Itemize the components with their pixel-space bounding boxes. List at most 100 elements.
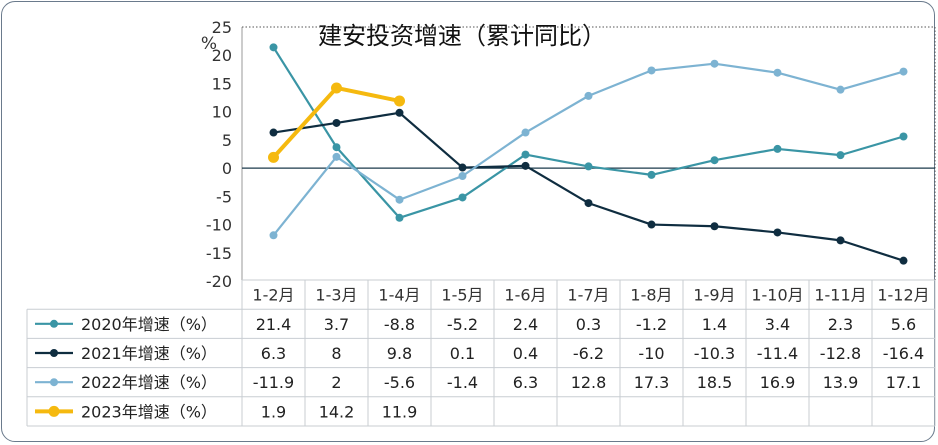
y-tick-label: -10 [206,216,232,235]
data-point [458,163,467,172]
x-tick-label: 1-6月 [504,286,546,305]
data-table: 1-2月 1-3月 1-4月 1-5月 1-6月 1-7月 1-8月 1-9月 1-10月 1-1… [26,279,936,427]
x-tick-label: 1-3月 [315,286,357,305]
y-tick-label: -15 [206,244,232,263]
table-cell-value: 1.4 [702,315,727,334]
data-point [710,59,719,68]
table-cell-value: 6.3 [513,373,538,392]
x-tick-label: 1-8月 [630,286,672,305]
data-point [332,152,341,161]
table-cell-value: 3.7 [324,315,349,334]
data-point [647,66,656,75]
table-cell-value: -10.3 [694,344,735,363]
legend-key-marker [50,378,58,387]
data-point [899,256,908,265]
table-cell-value: 9.8 [387,344,412,363]
y-tick-label: 20 [212,46,232,65]
table-cell-value: 6.3 [261,344,286,363]
table-cell-value: 2.3 [828,315,853,334]
data-point [710,222,719,231]
table-cell-value: 13.9 [823,373,859,392]
table-cell-value: 17.3 [634,373,670,392]
y-tick-label: -5 [216,187,232,206]
y-tick-label: 15 [212,74,232,93]
plot-border [242,26,936,281]
data-point [836,236,845,245]
y-tick-label: 10 [212,103,232,122]
y-tick-label: -20 [206,272,232,291]
table-cell-value: 0.3 [576,315,601,334]
table-cell-value: -8.8 [384,315,415,334]
legend-label: 2021年增速（%） [81,344,217,363]
data-point [269,43,278,52]
table-cell-value: 18.5 [697,373,733,392]
table-cell-value: -11.9 [253,373,294,392]
table-cell-value: -1.2 [636,315,667,334]
y-tick-label: 0 [222,159,232,178]
data-point [773,228,782,237]
data-point [647,220,656,229]
series-line [272,62,904,236]
data-point [269,231,278,240]
data-point [395,195,404,204]
series-line [273,111,904,262]
data-point [710,156,719,165]
x-tick-label: 1-12月 [877,286,929,305]
table-cell-value: 12.8 [571,373,607,392]
table-cell-value: 2 [331,373,341,392]
table-cell-value: -6.2 [573,344,604,363]
legend-label: 2020年增速（%） [81,315,217,334]
data-point [268,151,279,163]
data-point [899,67,908,76]
legend-key-marker [50,319,58,328]
table-cell-value: -1.4 [447,373,478,392]
table-cell-value: -12.8 [820,344,861,363]
y-tick-label: 25 [212,18,232,37]
data-point [458,193,467,202]
x-tick-label: 1-11月 [814,286,866,305]
table-cell-value: 1.9 [261,402,286,421]
data-point [899,132,908,141]
table-cell-value: 17.1 [886,373,922,392]
data-point [647,170,656,179]
table-cell-value: 5.6 [891,315,916,334]
chart-title: 建安投资增速（累计同比） [318,22,606,50]
data-point [773,144,782,153]
table-cell-value: -11.4 [757,344,798,363]
data-point [395,213,404,222]
table-cell-value: 14.2 [319,402,355,421]
data-point [521,161,530,170]
x-tick-label: 1-2月 [252,286,294,305]
legend-key-marker [50,349,58,357]
table-cell-value: -5.6 [384,373,415,392]
data-point [584,91,593,100]
table-cell-value: -10 [638,344,664,363]
y-tick-label: 5 [222,131,232,150]
y-axis: 25 20 15 10 5 0 -5 -10 -15 -20 [206,18,243,291]
table-cell-value: 11.9 [382,402,418,421]
y-axis-unit: % [201,34,217,54]
data-point [836,151,845,160]
data-point [331,82,342,94]
data-point [332,143,341,152]
table-cell-value: 21.4 [256,315,292,334]
data-point [836,85,845,94]
data-point [458,172,467,181]
table-cell-value: -5.2 [447,315,478,334]
data-point [332,118,341,127]
data-point [521,150,530,159]
table-cell-value: 2.4 [513,315,538,334]
legend-label: 2022年增速（%） [81,373,217,392]
data-point [521,128,530,137]
data-point [269,128,278,137]
series-line [272,46,904,219]
table-cell-value: 16.9 [760,373,796,392]
plot-area [242,26,936,281]
x-tick-label: 1-5月 [441,286,483,305]
x-tick-label: 1-9月 [693,286,735,305]
table-cell-value: 8 [331,344,341,363]
legend-key-marker [48,405,60,417]
x-tick-label: 1-10月 [751,286,803,305]
